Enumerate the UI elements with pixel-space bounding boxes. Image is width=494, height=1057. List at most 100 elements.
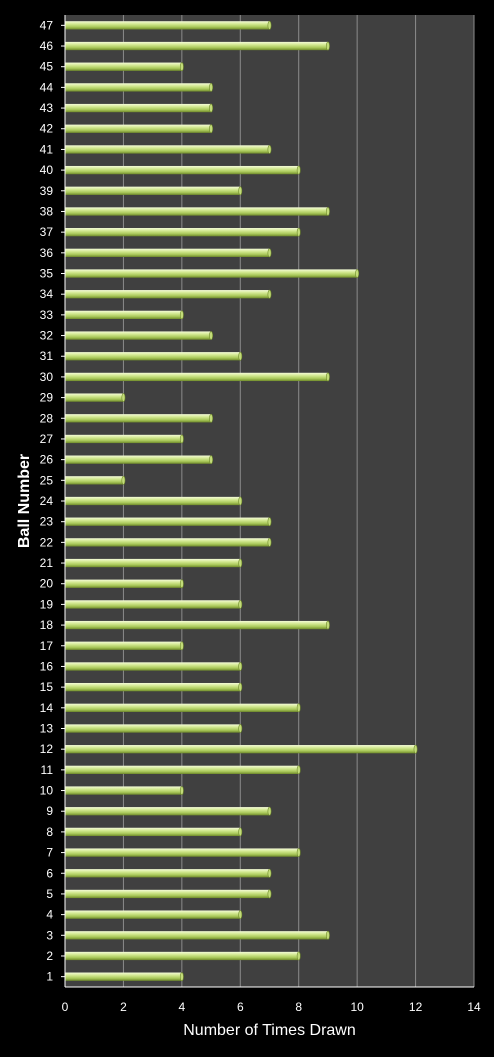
bar: [65, 186, 241, 195]
y-tick-label: 18: [40, 618, 54, 632]
bar: [65, 207, 328, 216]
x-tick-labels: 0 2 4 6 8 10 12 14: [62, 1000, 481, 1014]
y-tick-label: 24: [40, 494, 54, 508]
bar-end-cap: [267, 868, 272, 878]
y-tick-label: 17: [40, 639, 54, 653]
bar-ball-42: [65, 124, 213, 134]
x-tick-label: 12: [409, 1000, 423, 1014]
y-tick-label: 12: [40, 742, 54, 756]
bar-end-cap: [267, 806, 272, 816]
y-tick-label: 2: [46, 949, 53, 963]
y-tick-label: 33: [40, 308, 54, 322]
bar-ball-23: [65, 517, 272, 527]
y-tick-label: 30: [40, 370, 54, 384]
bar-ball-34: [65, 289, 272, 299]
bar-end-cap: [267, 889, 272, 899]
y-tick-label: 29: [40, 391, 54, 405]
x-tick-label: 4: [179, 1000, 186, 1014]
bar: [65, 848, 299, 857]
bar-end-cap: [209, 103, 213, 113]
y-tick-label: 35: [40, 267, 54, 281]
bar-ball-17: [65, 641, 184, 651]
bar: [65, 414, 212, 423]
bar: [65, 827, 241, 837]
bar-ball-18: [65, 620, 330, 630]
bar-end-cap: [267, 144, 272, 154]
bar-end-cap: [238, 351, 243, 361]
bar-ball-19: [65, 599, 243, 609]
bar: [65, 41, 328, 51]
bar-ball-3: [65, 930, 330, 940]
y-tick-label: 46: [40, 39, 54, 53]
y-tick-labels: 1234567891011121314151617181920212223242…: [40, 18, 65, 984]
bar-end-cap: [179, 62, 184, 72]
bars: [65, 20, 418, 982]
y-tick-label: 11: [41, 763, 54, 777]
bar-end-cap: [121, 475, 126, 485]
bar-end-cap: [296, 765, 301, 775]
bar: [65, 83, 212, 92]
bar-ball-7: [65, 848, 301, 858]
bar-end-cap: [179, 310, 184, 320]
bar-ball-21: [65, 558, 243, 568]
y-tick-label: 39: [40, 184, 54, 198]
bar-end-cap: [209, 413, 213, 423]
bar-end-cap: [267, 517, 272, 527]
bar-end-cap: [238, 827, 243, 837]
bar: [65, 455, 212, 464]
x-tick-label: 2: [120, 1000, 127, 1014]
bar: [65, 972, 182, 981]
bar-ball-13: [65, 724, 243, 733]
bar: [65, 724, 241, 733]
bar: [65, 558, 241, 568]
bar-end-cap: [238, 558, 243, 568]
y-tick-label: 21: [40, 556, 54, 570]
y-tick-label: 40: [40, 163, 54, 177]
y-tick-label: 23: [40, 515, 54, 529]
bar: [65, 145, 270, 154]
bar-end-cap: [326, 930, 330, 940]
y-tick-label: 28: [40, 411, 54, 425]
y-tick-label: 4: [46, 908, 53, 922]
bar-ball-27: [65, 434, 184, 444]
bar-ball-30: [65, 372, 330, 382]
bar-ball-2: [65, 951, 301, 961]
bar: [65, 869, 270, 878]
bar-ball-31: [65, 351, 243, 361]
y-tick-label: 15: [40, 680, 54, 694]
bar-end-cap: [238, 599, 243, 609]
bar: [65, 165, 299, 175]
bar: [65, 931, 328, 940]
y-tick-label: 37: [40, 225, 54, 239]
y-tick-label: 14: [40, 701, 54, 715]
bar-end-cap: [326, 207, 330, 216]
y-tick-label: 43: [40, 101, 54, 115]
x-tick-label: 6: [237, 1000, 244, 1014]
y-tick-label: 9: [46, 804, 53, 818]
bar: [65, 434, 182, 444]
bar: [65, 538, 270, 547]
y-tick-label: 31: [40, 349, 54, 363]
bar-end-cap: [413, 744, 418, 754]
bar-end-cap: [326, 620, 330, 630]
bar-ball-25: [65, 475, 126, 485]
x-tick-label: 0: [62, 1000, 69, 1014]
bar-ball-15: [65, 682, 243, 692]
bar-ball-41: [65, 144, 272, 154]
bar-end-cap: [121, 393, 126, 403]
bar: [65, 662, 241, 671]
bar-end-cap: [238, 724, 243, 733]
y-tick-label: 34: [40, 287, 54, 301]
y-axis-title: Ball Number: [16, 454, 33, 548]
y-tick-label: 20: [40, 577, 54, 591]
bar-end-cap: [209, 331, 213, 340]
bar-ball-29: [65, 393, 126, 403]
y-tick-label: 3: [46, 928, 53, 942]
bar-ball-32: [65, 331, 213, 340]
bar-end-cap: [238, 496, 243, 506]
bar-end-cap: [238, 662, 243, 671]
y-tick-label: 8: [46, 825, 53, 839]
bar: [65, 393, 124, 402]
bar: [65, 62, 182, 71]
x-tick-label: 8: [295, 1000, 302, 1014]
